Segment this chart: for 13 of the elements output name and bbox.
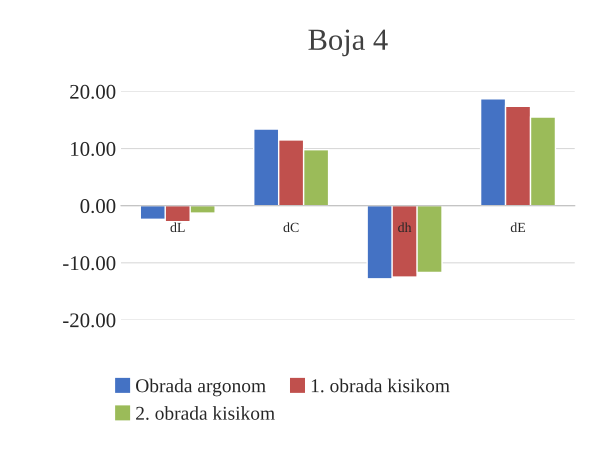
y-tick-label: -10.00 <box>63 256 116 270</box>
legend-label: 1. obrada kisikom <box>312 378 450 392</box>
y-tick-label: 0.00 <box>80 199 116 214</box>
legend-label: Obrada argonom <box>136 378 266 396</box>
legend-label: 2. obrada kisikom <box>136 406 275 420</box>
y-tick-label: 10.00 <box>71 142 116 156</box>
x-tick-label: dC <box>284 222 298 232</box>
y-tick-label: -20.00 <box>63 313 116 328</box>
y-tick-label: 20.00 <box>70 84 116 99</box>
chart-title: Boja 4 <box>308 30 388 56</box>
x-tick-label: dL <box>170 222 185 232</box>
x-tick-label: dh <box>398 222 412 232</box>
x-tick-label: dE <box>510 222 526 232</box>
